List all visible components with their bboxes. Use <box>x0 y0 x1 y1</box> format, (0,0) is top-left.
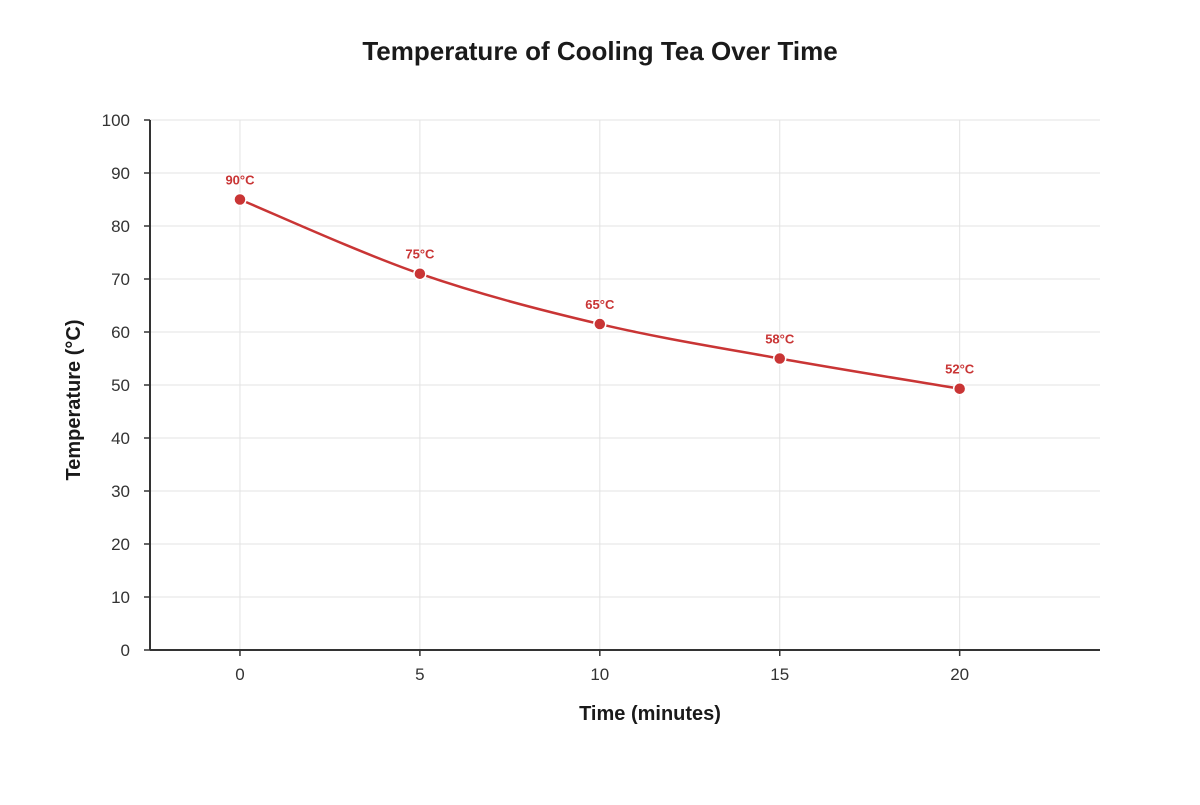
y-tick-label: 0 <box>121 641 130 660</box>
x-tick-label: 5 <box>415 665 424 684</box>
data-label: 75°C <box>405 247 435 262</box>
x-tick-label: 20 <box>950 665 969 684</box>
data-label: 58°C <box>765 332 795 347</box>
series <box>233 192 967 396</box>
y-tick-label: 80 <box>111 217 130 236</box>
data-point[interactable] <box>952 381 967 396</box>
y-tick-label: 10 <box>111 588 130 607</box>
data-point[interactable] <box>772 351 787 366</box>
data-point[interactable] <box>413 266 427 281</box>
data-point[interactable] <box>593 317 607 331</box>
y-tick-label: 100 <box>102 111 130 130</box>
data-label: 65°C <box>585 297 615 312</box>
y-tick-label: 30 <box>111 482 130 501</box>
ticks: 0 10 20 30 40 50 60 70 80 90 100 0 5 10 15 20 <box>102 111 969 684</box>
x-axis-label: Time (minutes) <box>579 703 721 725</box>
x-tick-label: 0 <box>235 665 244 684</box>
data-point[interactable] <box>233 192 247 207</box>
y-axis-label: Temperature (°C) <box>63 320 85 481</box>
x-tick-label: 15 <box>770 665 789 684</box>
data-labels: 90°C 75°C 65°C 58°C 52°C <box>225 173 974 377</box>
y-tick-label: 90 <box>111 164 130 183</box>
grid <box>150 119 1100 650</box>
chart-title: Temperature of Cooling Tea Over Time <box>362 36 837 66</box>
data-label: 90°C <box>225 173 255 188</box>
y-tick-label: 20 <box>111 535 130 554</box>
y-tick-label: 50 <box>111 376 130 395</box>
y-tick-label: 40 <box>111 429 130 448</box>
x-tick-label: 10 <box>590 665 609 684</box>
data-label: 52°C <box>945 362 975 377</box>
y-tick-label: 70 <box>111 270 130 289</box>
y-tick-label: 60 <box>111 323 130 342</box>
